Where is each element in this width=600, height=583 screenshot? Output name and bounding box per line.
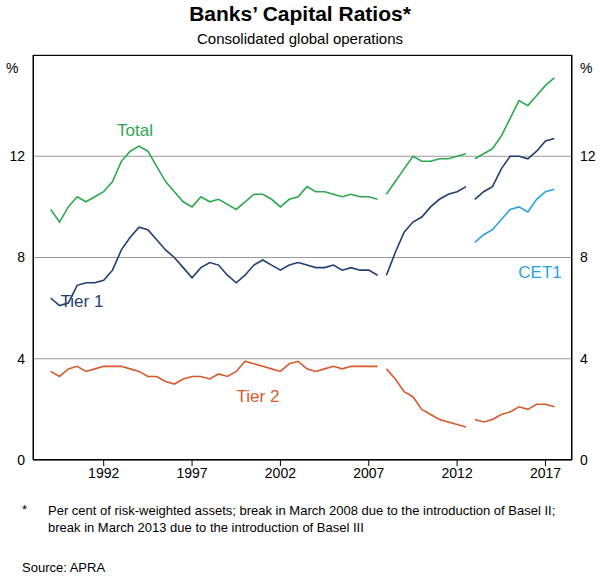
svg-text:2007: 2007 (353, 465, 384, 481)
svg-text:2012: 2012 (442, 465, 473, 481)
svg-text:2002: 2002 (265, 465, 296, 481)
svg-text:8: 8 (580, 249, 588, 265)
svg-text:0: 0 (580, 452, 588, 468)
html-text:Tier 2: Tier 2 (236, 387, 280, 406)
html-text:Total: Total (117, 121, 153, 140)
svg-text:12: 12 (9, 148, 25, 164)
svg-text:2017: 2017 (530, 465, 561, 481)
svg-text:1997: 1997 (176, 465, 207, 481)
svg-text:1992: 1992 (88, 465, 119, 481)
svg-text:8: 8 (17, 249, 25, 265)
html-text:Source: APRA: Source: APRA (22, 560, 106, 575)
html-text:Per cent of risk-weighted asse: Per cent of risk-weighted assets; break … (48, 503, 556, 535)
html-text:CET1: CET1 (518, 263, 562, 282)
svg-text:4: 4 (17, 351, 25, 367)
svg-text:4: 4 (580, 351, 588, 367)
svg-text:0: 0 (17, 452, 25, 468)
html-text:Consolidated global operations: Consolidated global operations (197, 30, 403, 47)
html-text:Banks’ Capital Ratios*: Banks’ Capital Ratios* (189, 2, 411, 25)
html-text:Tier 1: Tier 1 (60, 292, 104, 311)
svg-text:12: 12 (580, 148, 592, 164)
